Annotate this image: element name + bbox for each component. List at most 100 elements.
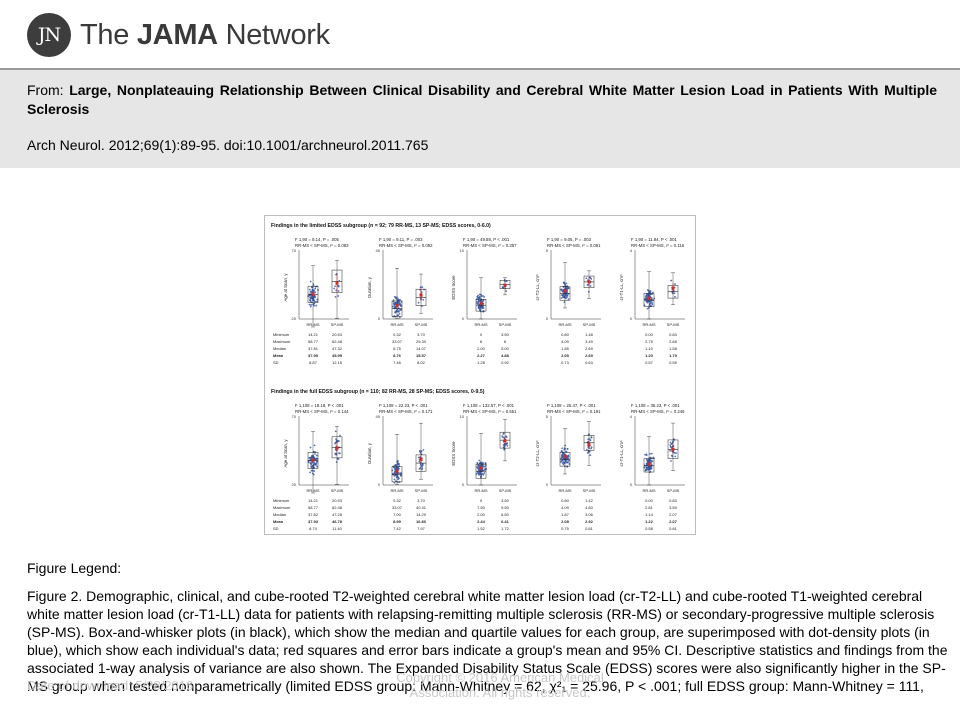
- stat-value: 12.15: [332, 360, 343, 365]
- data-point: [309, 305, 312, 308]
- data-point: [673, 451, 676, 454]
- figure-legend-text: Figure 2. Demographic, clinical, and cub…: [27, 588, 948, 694]
- jama-network-logo[interactable]: JN The JAMA Network: [27, 12, 330, 58]
- stat-value: 1.52: [477, 526, 486, 531]
- mean-marker: [671, 286, 675, 290]
- stat-value: 7.42: [393, 526, 402, 531]
- data-point: [478, 297, 480, 300]
- stat-value: 3.49: [585, 339, 594, 344]
- anova-effect: RR-MS < SP-MS, r² = 0.246: [631, 409, 685, 414]
- stat-value: 62.48: [332, 339, 343, 344]
- y-tick-min: 0: [462, 316, 465, 321]
- y-tick-min: 20: [292, 482, 297, 487]
- data-point: [480, 306, 483, 308]
- article-title[interactable]: Large, Nonplateauing Relationship Betwee…: [27, 82, 937, 117]
- stat-value: 4.09: [561, 339, 570, 344]
- mean-marker: [419, 457, 423, 461]
- figure-image: Findings in the limited EDSS subgroup (n…: [264, 215, 696, 535]
- group-label: SP-MS: [331, 488, 344, 493]
- data-point: [650, 297, 653, 299]
- data-point: [314, 287, 317, 290]
- y-axis-label: EDSS Score: [451, 441, 456, 466]
- stat-value: 58.77: [308, 505, 319, 510]
- stat-value: 6.41: [501, 519, 510, 524]
- data-point: [646, 289, 649, 292]
- y-axis-label: Age at Scan, y: [283, 273, 288, 302]
- data-point: [335, 438, 337, 441]
- data-point: [477, 464, 479, 467]
- data-point: [314, 463, 317, 466]
- data-point: [670, 460, 672, 462]
- data-point: [396, 463, 399, 466]
- data-point: [335, 289, 338, 292]
- data-point: [308, 456, 311, 459]
- data-point: [671, 441, 674, 444]
- data-point: [396, 475, 399, 478]
- data-point: [565, 451, 568, 453]
- y-tick-max: 45: [376, 248, 381, 253]
- data-point: [334, 442, 336, 445]
- data-point: [502, 433, 505, 435]
- stat-value: 1.58: [669, 346, 678, 351]
- data-point: [564, 283, 567, 286]
- section-title: Findings in the limited EDSS subgroup (n…: [271, 223, 491, 229]
- data-point: [310, 286, 313, 289]
- data-point: [421, 463, 424, 466]
- data-point: [503, 278, 506, 281]
- data-point: [484, 462, 487, 464]
- y-tick-min: 0: [462, 482, 465, 487]
- mean-marker: [419, 293, 423, 297]
- stat-value: 0.00: [645, 332, 654, 337]
- mean-marker: [395, 304, 399, 308]
- data-point: [560, 459, 563, 462]
- data-point: [333, 287, 335, 290]
- data-point: [315, 304, 318, 307]
- data-point: [421, 305, 423, 307]
- data-point: [314, 300, 316, 303]
- data-point: [398, 303, 401, 306]
- stat-value: 20.53: [332, 332, 343, 337]
- anova-effect: RR-MS < SP-MS, r² = 0.144: [295, 409, 349, 414]
- data-point: [393, 295, 396, 298]
- data-point: [309, 299, 312, 302]
- data-point: [505, 290, 508, 292]
- data-point: [648, 290, 651, 293]
- y-tick-max: 10: [460, 414, 465, 419]
- data-point: [589, 439, 592, 442]
- group-label: RR-MS: [642, 322, 655, 327]
- group-label: SP-MS: [415, 488, 428, 493]
- y-axis-label: Duration, y: [367, 442, 372, 464]
- data-point: [335, 461, 338, 463]
- data-point: [309, 296, 311, 299]
- data-point: [396, 461, 399, 463]
- data-point: [398, 477, 400, 480]
- stat-value: 7.97: [417, 526, 426, 531]
- stat-value: 3.70: [417, 332, 426, 337]
- mean-marker: [671, 447, 675, 451]
- data-point: [563, 448, 566, 451]
- anova-effect: RR-MS < SP-MS, r² = 0.357: [463, 243, 517, 248]
- anova-stat: F 1,90 = 9.05, P = .003: [547, 237, 591, 242]
- data-point: [421, 468, 423, 471]
- y-axis-label: cr-T2-LL, cm³: [535, 274, 540, 300]
- stat-value: 37.81: [308, 346, 319, 351]
- data-point: [479, 472, 482, 475]
- stat-value: 37.82: [308, 512, 319, 517]
- anova-stat: F 1,108 = 35.23, P < .001: [631, 403, 680, 408]
- data-point: [590, 447, 592, 450]
- anova-stat: F 1,108 = 25.47, P < .001: [547, 403, 596, 408]
- data-point: [337, 284, 339, 287]
- data-point: [419, 286, 422, 289]
- stat-value: 0.73: [561, 360, 570, 365]
- data-point: [587, 438, 590, 441]
- stat-value: 14.21: [308, 498, 319, 503]
- stat-value: 4.09: [561, 505, 570, 510]
- anova-effect: RR-MS < SP-MS, r² = 0.091: [547, 243, 601, 248]
- data-point: [675, 452, 677, 455]
- data-point: [334, 430, 337, 433]
- stat-row-label: Minimum: [273, 332, 290, 337]
- data-point: [397, 306, 400, 309]
- data-point: [394, 311, 397, 314]
- stat-value: 0.55: [669, 360, 678, 365]
- y-tick-min: 0: [546, 316, 549, 321]
